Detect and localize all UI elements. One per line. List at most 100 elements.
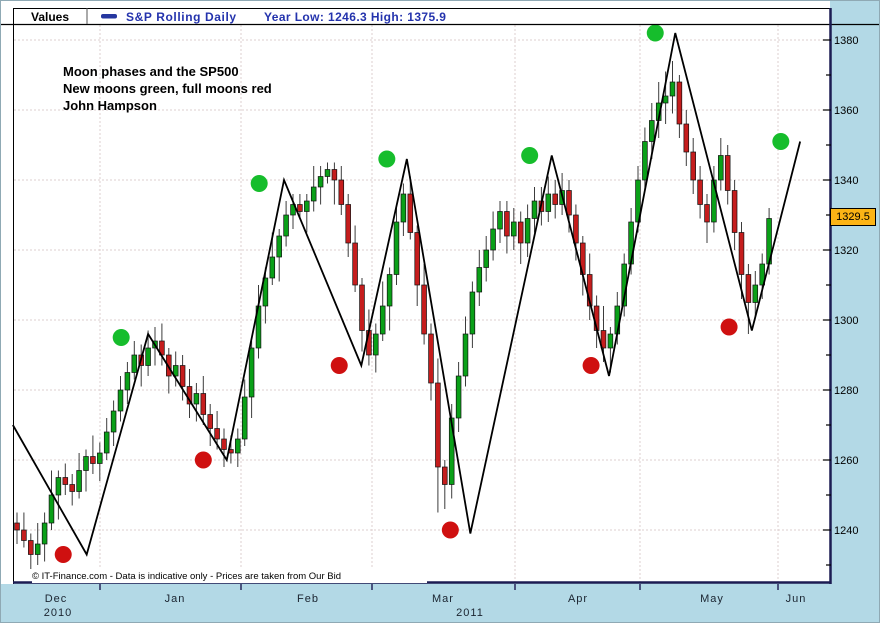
up-candle-body xyxy=(752,284,759,303)
candle xyxy=(193,383,200,422)
up-candle-body xyxy=(476,267,483,293)
candle xyxy=(345,194,351,257)
y-axis-label: 1260 xyxy=(834,455,858,467)
series-name-label: S&P Rolling Daily xyxy=(126,10,237,24)
x-axis-year-label: 2011 xyxy=(456,607,484,619)
down-candle-body xyxy=(745,274,752,303)
candle xyxy=(179,355,186,401)
new-moon-dot xyxy=(250,175,268,192)
candle xyxy=(48,470,55,530)
down-candle-body xyxy=(573,214,579,244)
down-candle-body xyxy=(517,221,524,244)
up-candle-body xyxy=(269,256,276,279)
candle xyxy=(745,264,752,334)
candle xyxy=(469,281,476,348)
candle xyxy=(718,138,724,191)
up-candle-body xyxy=(607,333,614,349)
candle xyxy=(14,512,20,544)
y-axis-label: 1360 xyxy=(834,105,858,117)
up-candle-body xyxy=(172,365,179,377)
header-bar xyxy=(13,8,830,24)
down-candle-body xyxy=(28,540,34,555)
candle xyxy=(524,204,531,257)
x-axis-month-label: May xyxy=(700,593,724,605)
up-candle-body xyxy=(103,431,110,454)
candle xyxy=(200,376,207,425)
candle xyxy=(221,428,227,467)
year-range-label: Year Low: 1246.3 High: 1375.9 xyxy=(264,10,447,24)
candle xyxy=(704,194,710,243)
down-candle-body xyxy=(442,466,448,485)
up-candle-body xyxy=(248,347,255,398)
candle xyxy=(90,435,96,474)
up-candle-body xyxy=(759,263,765,286)
swing-zigzag-line xyxy=(12,32,802,557)
candle xyxy=(310,166,317,212)
candle xyxy=(276,229,282,282)
candle xyxy=(317,166,324,205)
down-candle-body xyxy=(297,204,303,212)
down-candle-body xyxy=(14,522,20,531)
y-axis-label: 1340 xyxy=(834,175,858,187)
candle xyxy=(262,267,269,324)
up-candle-body xyxy=(662,95,669,104)
candle xyxy=(304,194,310,233)
candle xyxy=(442,460,448,509)
down-candle-body xyxy=(428,333,434,384)
down-candle-body xyxy=(69,484,75,492)
last-price-tag: 1329.5 xyxy=(830,208,876,226)
candle xyxy=(738,222,745,299)
candle xyxy=(235,428,241,467)
down-candle-body xyxy=(414,232,420,286)
candle xyxy=(21,512,27,548)
candle xyxy=(352,225,358,292)
candle xyxy=(462,316,469,387)
up-candle-body xyxy=(276,235,282,258)
candle xyxy=(752,271,759,317)
down-candle-body xyxy=(345,204,351,244)
up-candle-body xyxy=(97,452,103,464)
down-candle-body xyxy=(352,242,358,286)
up-candle-body xyxy=(469,291,476,335)
candle xyxy=(172,351,179,387)
down-candle-body xyxy=(683,123,690,153)
up-candle-body xyxy=(131,354,138,373)
x-axis-month-label: Apr xyxy=(568,593,588,605)
candle xyxy=(241,379,248,446)
up-candle-body xyxy=(497,211,503,230)
candle xyxy=(83,449,89,492)
candle xyxy=(103,418,110,460)
copyright-note: © IT-Finance.com - Data is indicative on… xyxy=(32,570,427,583)
down-candle-body xyxy=(331,169,338,181)
down-candle-body xyxy=(207,414,213,429)
down-candle-body xyxy=(407,193,414,233)
new-moon-dot xyxy=(646,24,664,42)
candle xyxy=(69,474,75,506)
candle xyxy=(34,523,41,565)
candle xyxy=(55,470,62,520)
up-candle-body xyxy=(393,221,400,275)
candle xyxy=(28,533,34,576)
up-candle-body xyxy=(145,347,151,366)
up-candle-body xyxy=(462,333,469,377)
candle xyxy=(669,61,676,114)
candle xyxy=(379,281,386,341)
y-axis-label: 1320 xyxy=(834,245,858,257)
candle xyxy=(62,463,69,495)
candle xyxy=(407,176,414,240)
down-candle-body xyxy=(738,232,745,275)
up-candle-body xyxy=(76,470,82,492)
candle xyxy=(497,201,503,243)
up-candle-body xyxy=(41,522,48,545)
up-candle-body xyxy=(48,494,55,524)
candle xyxy=(41,512,48,562)
values-label: Values xyxy=(31,10,70,24)
candle xyxy=(504,201,510,254)
down-candle-body xyxy=(697,179,703,205)
up-candle-body xyxy=(448,417,455,485)
candle xyxy=(697,166,703,219)
candle xyxy=(207,404,213,446)
down-candle-body xyxy=(435,382,441,468)
candle xyxy=(724,145,731,205)
